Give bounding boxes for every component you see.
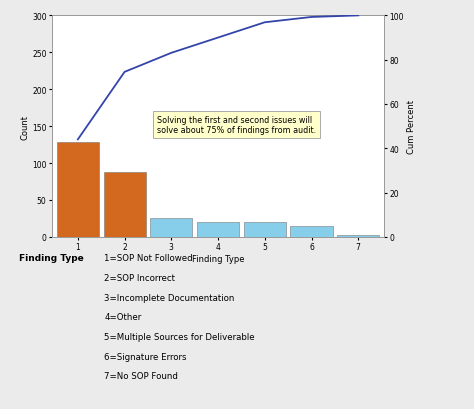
Bar xyxy=(103,173,146,237)
Text: 6=Signature Errors: 6=Signature Errors xyxy=(104,352,187,361)
Bar xyxy=(291,226,333,237)
Bar xyxy=(337,236,379,237)
Text: 5=Multiple Sources for Deliverable: 5=Multiple Sources for Deliverable xyxy=(104,332,255,341)
Text: 1=SOP Not Followed: 1=SOP Not Followed xyxy=(104,254,193,263)
Bar xyxy=(150,219,192,237)
Text: 3=Incomplete Documentation: 3=Incomplete Documentation xyxy=(104,293,235,302)
Text: 2=SOP Incorrect: 2=SOP Incorrect xyxy=(104,273,175,282)
Bar xyxy=(57,143,99,237)
Bar xyxy=(197,222,239,237)
Text: Finding Type: Finding Type xyxy=(19,254,84,263)
Bar xyxy=(244,222,286,237)
Text: Solving the first and second issues will
solve about 75% of findings from audit.: Solving the first and second issues will… xyxy=(157,116,317,135)
X-axis label: Finding Type: Finding Type xyxy=(192,254,244,263)
Y-axis label: Cum Percent: Cum Percent xyxy=(407,100,416,154)
Text: 4=Other: 4=Other xyxy=(104,312,142,321)
Y-axis label: Count: Count xyxy=(20,115,29,139)
Text: 7=No SOP Found: 7=No SOP Found xyxy=(104,371,178,380)
